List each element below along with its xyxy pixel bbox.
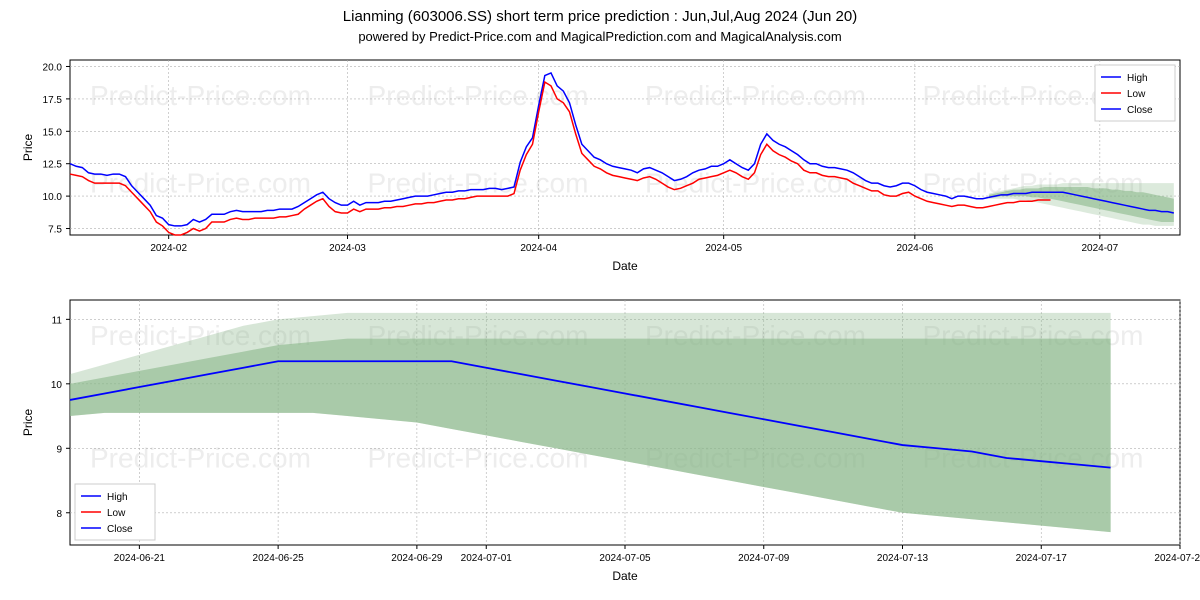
svg-text:Predict-Price.com: Predict-Price.com [645, 80, 866, 111]
svg-text:2024-02: 2024-02 [150, 243, 187, 254]
svg-text:7.5: 7.5 [48, 225, 62, 236]
svg-text:High: High [107, 492, 128, 503]
svg-text:Close: Close [107, 524, 133, 535]
chart-container: Lianming (603006.SS) short term price pr… [0, 0, 1200, 600]
svg-text:Low: Low [107, 508, 126, 519]
svg-text:15.0: 15.0 [43, 127, 63, 138]
chart-title: Lianming (603006.SS) short term price pr… [0, 0, 1200, 25]
svg-text:2024-06-29: 2024-06-29 [391, 553, 443, 564]
svg-text:Date: Date [612, 259, 638, 273]
svg-text:2024-06: 2024-06 [896, 243, 933, 254]
svg-text:2024-06-21: 2024-06-21 [114, 553, 166, 564]
svg-text:Low: Low [1127, 89, 1146, 100]
chart-subtitle: powered by Predict-Price.com and Magical… [0, 25, 1200, 44]
svg-text:Date: Date [612, 569, 638, 583]
svg-text:Close: Close [1127, 105, 1153, 116]
svg-text:Predict-Price.com: Predict-Price.com [368, 168, 589, 199]
svg-text:Price: Price [21, 134, 35, 162]
svg-text:2024-07-21: 2024-07-21 [1154, 553, 1200, 564]
svg-text:2024-07: 2024-07 [1081, 243, 1118, 254]
svg-text:Predict-Price.com: Predict-Price.com [90, 443, 311, 474]
svg-text:20.0: 20.0 [43, 62, 63, 73]
svg-text:2024-04: 2024-04 [520, 243, 557, 254]
svg-text:2024-07-01: 2024-07-01 [461, 553, 513, 564]
svg-text:2024-07-13: 2024-07-13 [877, 553, 929, 564]
svg-text:2024-07-09: 2024-07-09 [738, 553, 790, 564]
svg-text:2024-03: 2024-03 [329, 243, 366, 254]
bottom-chart: Predict-Price.comPredict-Price.comPredic… [0, 290, 1200, 590]
svg-text:17.5: 17.5 [43, 95, 63, 106]
svg-text:12.5: 12.5 [43, 160, 63, 171]
svg-text:8: 8 [56, 509, 62, 520]
svg-text:10.0: 10.0 [43, 192, 63, 203]
svg-text:9: 9 [56, 444, 62, 455]
svg-text:10: 10 [51, 380, 63, 391]
svg-text:Price: Price [21, 409, 35, 437]
svg-text:High: High [1127, 73, 1148, 84]
svg-text:2024-06-25: 2024-06-25 [253, 553, 305, 564]
svg-text:2024-05: 2024-05 [705, 243, 742, 254]
top-chart: Predict-Price.com Predict-Price.com Predic… [0, 50, 1200, 280]
svg-text:11: 11 [52, 315, 63, 326]
svg-text:Predict-Price.com: Predict-Price.com [90, 80, 311, 111]
svg-text:2024-07-17: 2024-07-17 [1016, 553, 1068, 564]
svg-text:Predict-Price.com: Predict-Price.com [90, 168, 311, 199]
svg-text:2024-07-05: 2024-07-05 [599, 553, 651, 564]
